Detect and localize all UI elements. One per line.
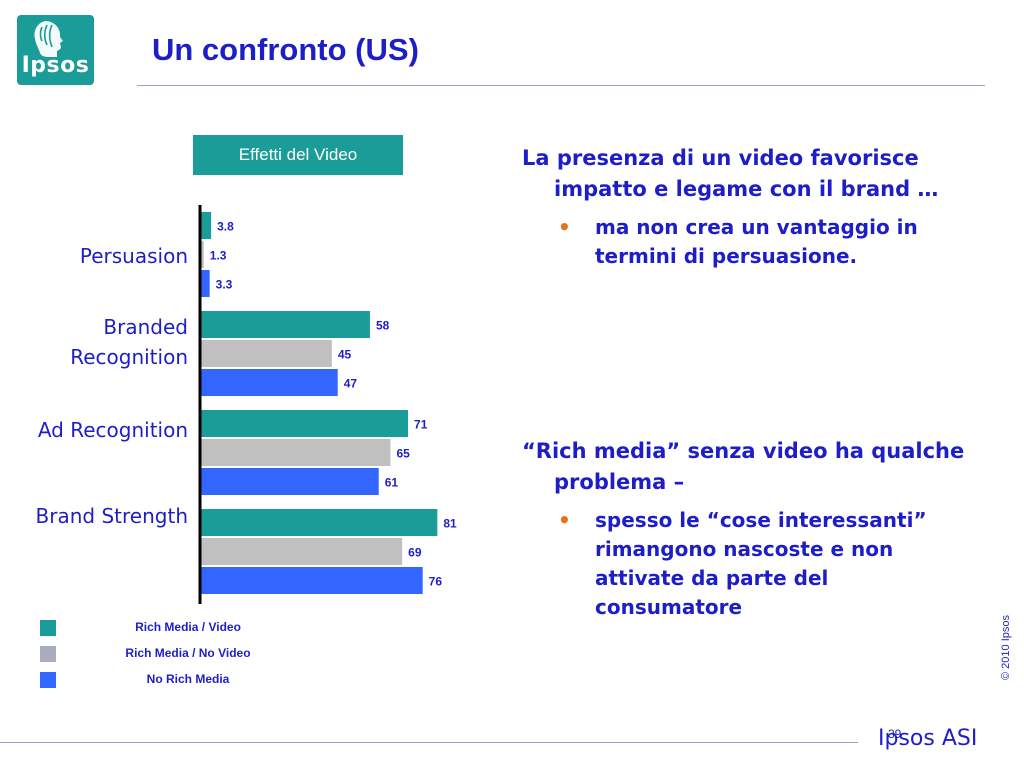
- text-block-video: La presenza di un video favorisce impatt…: [522, 143, 972, 271]
- legend-label-no-rich-media: No Rich Media: [146, 672, 230, 686]
- head-silhouette-icon: [34, 21, 63, 57]
- page-number: 39: [888, 727, 902, 741]
- bullet-rich-media-hidden: • spesso le “cose interessanti” rimangono…: [522, 506, 972, 622]
- bar-brand-strength-series-2: [200, 567, 423, 594]
- footer-divider: [0, 742, 858, 743]
- ipsos-logo: Ipsos: [17, 15, 94, 85]
- data-label-branded-recognition-series-2: 47: [344, 377, 358, 391]
- footer-brand: Ipsos ASI: [878, 726, 978, 751]
- data-label-brand-strength-series-2: 76: [429, 575, 443, 589]
- category-label-brand-strength: Brand Strength: [36, 504, 188, 528]
- bar-branded-recognition-series-1: [200, 340, 332, 367]
- bar-branded-recognition-series-2: [200, 369, 338, 396]
- data-label-branded-recognition-series-1: 45: [338, 348, 352, 362]
- legend-label-video: Rich Media / Video: [135, 620, 241, 634]
- bullet-text-persuasion: ma non crea un vantaggio in termini di p…: [595, 215, 918, 268]
- bar-chart: Persuasion 3.8 1.3 3.3 Branded Recognition 58 4…: [36, 205, 457, 604]
- bar-branded-recognition-series-0: [200, 311, 370, 338]
- data-label-brand-strength-series-0: 81: [443, 517, 457, 531]
- bar-ad-recognition-series-1: [200, 439, 391, 466]
- legend-label-no-video: Rich Media / No Video: [125, 646, 251, 660]
- data-label-brand-strength-series-1: 69: [408, 546, 422, 560]
- data-label-persuasion-series-2: 3.3: [216, 278, 233, 292]
- chart-legend: Rich Media / Video Rich Media / No Video…: [40, 618, 320, 696]
- chart-header: Effetti del Video: [193, 135, 403, 175]
- bar-ad-recognition-series-0: [200, 410, 409, 437]
- bar-brand-strength-series-1: [200, 538, 403, 565]
- category-label-persuasion: Persuasion: [80, 244, 188, 268]
- legend-swatch-video: [40, 620, 56, 636]
- data-label-ad-recognition-series-2: 61: [385, 476, 399, 490]
- paragraph-video-effect: La presenza di un video favorisce impatt…: [522, 146, 939, 201]
- data-label-persuasion-series-1: 1.3: [210, 249, 227, 263]
- copyright-notice: © 2010 Ipsos: [1000, 615, 1012, 680]
- bullet-text-hidden: spesso le “cose interessanti” rimangono …: [595, 508, 927, 619]
- data-label-ad-recognition-series-0: 71: [414, 418, 428, 432]
- text-block-rich-media: “Rich media” senza video ha qualche prob…: [522, 436, 972, 622]
- category-label-branded-recognition: Recognition: [70, 345, 188, 369]
- page-title: Un confronto (US): [152, 32, 419, 67]
- data-label-branded-recognition-series-0: 58: [376, 319, 390, 333]
- bar-brand-strength-series-0: [200, 509, 438, 536]
- legend-swatch-no-video: [40, 646, 56, 662]
- legend-swatch-no-rich-media: [40, 672, 56, 688]
- bullet-icon: •: [558, 215, 571, 239]
- bar-persuasion-series-0: [200, 212, 212, 239]
- legend-item-no-rich-media: No Rich Media: [40, 670, 320, 696]
- category-label-ad-recognition: Ad Recognition: [38, 418, 188, 442]
- logo-text: Ipsos: [21, 53, 90, 78]
- legend-item-video: Rich Media / Video: [40, 618, 320, 644]
- bullet-video-persuasion: • ma non crea un vantaggio in termini di …: [522, 213, 972, 271]
- legend-item-no-video: Rich Media / No Video: [40, 644, 320, 670]
- bullet-icon: •: [558, 508, 571, 532]
- data-label-persuasion-series-0: 3.8: [217, 220, 234, 234]
- title-divider: [137, 85, 985, 86]
- bar-persuasion-series-2: [200, 270, 210, 297]
- bar-ad-recognition-series-2: [200, 468, 379, 495]
- paragraph-rich-media-problem: “Rich media” senza video ha qualche prob…: [522, 439, 965, 494]
- data-label-ad-recognition-series-1: 65: [396, 447, 410, 461]
- bar-persuasion-series-1: [200, 241, 204, 268]
- category-label-branded-recognition: Branded: [103, 315, 188, 339]
